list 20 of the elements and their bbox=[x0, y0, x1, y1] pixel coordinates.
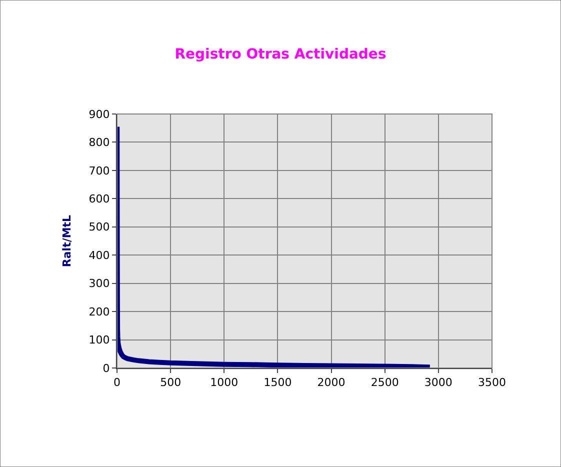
y-tick-label: 500 bbox=[88, 220, 110, 234]
y-axis-title: Ralt/MtL bbox=[60, 214, 74, 268]
y-tick-label: 400 bbox=[88, 248, 110, 262]
y-tick-label: 200 bbox=[88, 305, 110, 318]
x-tick-label: 500 bbox=[160, 376, 182, 390]
x-tick-label: 2500 bbox=[370, 376, 399, 390]
y-tick-label: 800 bbox=[88, 136, 110, 150]
x-tick-label: 1000 bbox=[210, 376, 238, 390]
chart-title: Registro Otras Actividades bbox=[174, 46, 386, 63]
y-tick-label: 600 bbox=[88, 192, 110, 206]
x-tick-label: 1500 bbox=[264, 376, 292, 390]
y-tick-label: 900 bbox=[88, 108, 110, 121]
y-tick-label: 700 bbox=[88, 164, 110, 178]
y-tick-label: 100 bbox=[88, 334, 110, 347]
y-tick-label: 300 bbox=[88, 277, 110, 290]
x-tick-label: 0 bbox=[114, 376, 120, 390]
x-tick-label: 3000 bbox=[424, 376, 452, 390]
x-tick-label: 3500 bbox=[478, 376, 506, 390]
y-tick-label: 0 bbox=[102, 362, 110, 375]
x-tick-label: 2000 bbox=[317, 376, 346, 390]
